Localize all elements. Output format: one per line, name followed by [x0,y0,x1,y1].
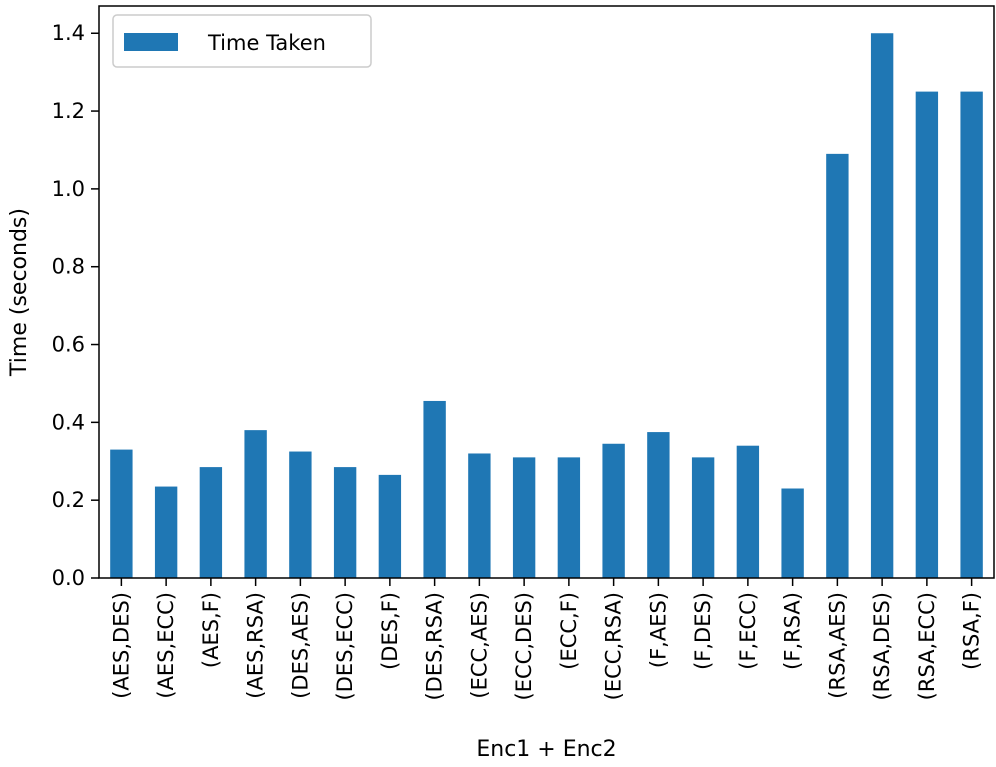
bar-17 [870,33,894,578]
y-tick-label-5: 1.0 [52,177,85,201]
bar-2 [199,467,223,578]
x-tick-label-17: (RSA,DES) [870,592,894,701]
x-tick-label-12: (F,AES) [646,592,670,668]
bar-18 [915,91,939,579]
bar-4 [289,451,312,578]
y-tick-label-7: 1.4 [52,21,85,45]
legend: Time Taken [112,14,372,68]
bar-7 [423,400,446,578]
bar-11 [602,443,625,578]
y-tick-label-1: 0.2 [52,488,85,512]
bars-group [110,33,983,579]
bar-9 [512,457,536,578]
legend-box [112,14,372,68]
y-axis: 0.0 0.2 0.4 0.6 0.8 1.0 1.2 1.4 [52,21,99,590]
bar-14 [736,445,760,578]
bar-19 [960,91,983,579]
x-tick-label-13: (F,DES) [691,592,715,670]
bar-0 [110,449,133,578]
y-axis-title: Time (seconds) [7,208,32,377]
bar-5 [333,467,357,578]
bar-16 [826,153,849,578]
legend-label: Time Taken [207,31,326,55]
x-tick-label-2: (AES,F) [199,592,223,668]
y-tick-label-3: 0.6 [52,333,85,357]
y-tick-label-6: 1.2 [52,99,85,123]
x-tick-label-19: (RSA,F) [960,592,984,670]
bar-3 [244,430,267,578]
x-tick-label-11: (ECC,RSA) [602,592,626,700]
x-tick-label-0: (AES,DES) [109,592,133,699]
bar-10 [557,457,581,578]
legend-swatch [124,33,178,51]
y-tick-label-0: 0.0 [52,566,85,590]
y-tick-label-2: 0.4 [52,410,85,434]
x-axis-title: Enc1 + Enc2 [476,737,616,762]
x-tick-label-6: (DES,F) [378,592,402,670]
x-tick-label-9: (ECC,DES) [512,592,536,700]
bar-1 [154,486,178,578]
x-tick-label-16: (RSA,AES) [825,592,849,699]
x-tick-label-8: (ECC,AES) [467,592,491,699]
x-tick-label-10: (ECC,F) [557,592,581,670]
x-tick-label-14: (F,ECC) [736,592,760,670]
x-tick-label-1: (AES,ECC) [154,592,178,699]
bar-15 [781,488,804,578]
x-tick-label-5: (DES,ECC) [333,592,357,700]
x-axis: (AES,DES) (AES,ECC) (AES,F) (AES,RSA) (DES,A… [109,578,984,701]
x-tick-label-4: (DES,AES) [288,592,312,699]
x-tick-label-15: (F,RSA) [781,592,805,670]
x-tick-label-18: (RSA,ECC) [915,592,939,700]
bar-13 [691,457,715,578]
x-tick-label-7: (DES,RSA) [423,592,447,701]
bar-6 [378,474,402,578]
bar-12 [647,432,670,578]
plot-frame [98,5,995,579]
bar-8 [468,453,491,578]
x-tick-label-3: (AES,RSA) [244,592,268,699]
y-tick-label-4: 0.8 [52,255,85,279]
